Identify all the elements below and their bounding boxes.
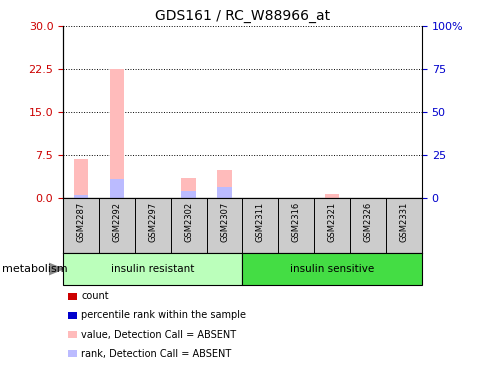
Bar [74,158,88,198]
Text: GSM2316: GSM2316 [291,202,300,242]
Text: metabolism: metabolism [2,264,68,274]
Text: GSM2287: GSM2287 [76,202,85,242]
Text: value, Detection Call = ABSENT: value, Detection Call = ABSENT [81,329,236,340]
Bar [74,195,88,198]
Text: GSM2321: GSM2321 [327,202,336,242]
Text: GSM2302: GSM2302 [184,202,193,242]
Bar [217,170,231,198]
Text: GSM2307: GSM2307 [220,202,228,242]
Text: GSM2311: GSM2311 [256,202,264,242]
Bar [109,179,124,198]
Text: percentile rank within the sample: percentile rank within the sample [81,310,246,321]
Text: GSM2297: GSM2297 [148,202,157,242]
Bar [324,194,339,198]
Bar [217,187,231,198]
Title: GDS161 / RC_W88966_at: GDS161 / RC_W88966_at [154,9,330,23]
Bar [63,253,242,285]
Polygon shape [48,263,63,275]
Text: rank, Detection Call = ABSENT: rank, Detection Call = ABSENT [81,348,231,359]
Text: insulin sensitive: insulin sensitive [289,264,374,274]
Bar [181,191,196,198]
Bar [181,178,196,198]
Text: GSM2326: GSM2326 [363,202,372,242]
Bar [109,69,124,198]
Bar [242,253,421,285]
Text: GSM2331: GSM2331 [399,202,408,242]
Text: count: count [81,291,109,302]
Text: insulin resistant: insulin resistant [111,264,194,274]
Text: GSM2292: GSM2292 [112,202,121,242]
